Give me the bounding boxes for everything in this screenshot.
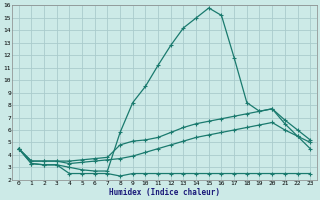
- X-axis label: Humidex (Indice chaleur): Humidex (Indice chaleur): [109, 188, 220, 197]
